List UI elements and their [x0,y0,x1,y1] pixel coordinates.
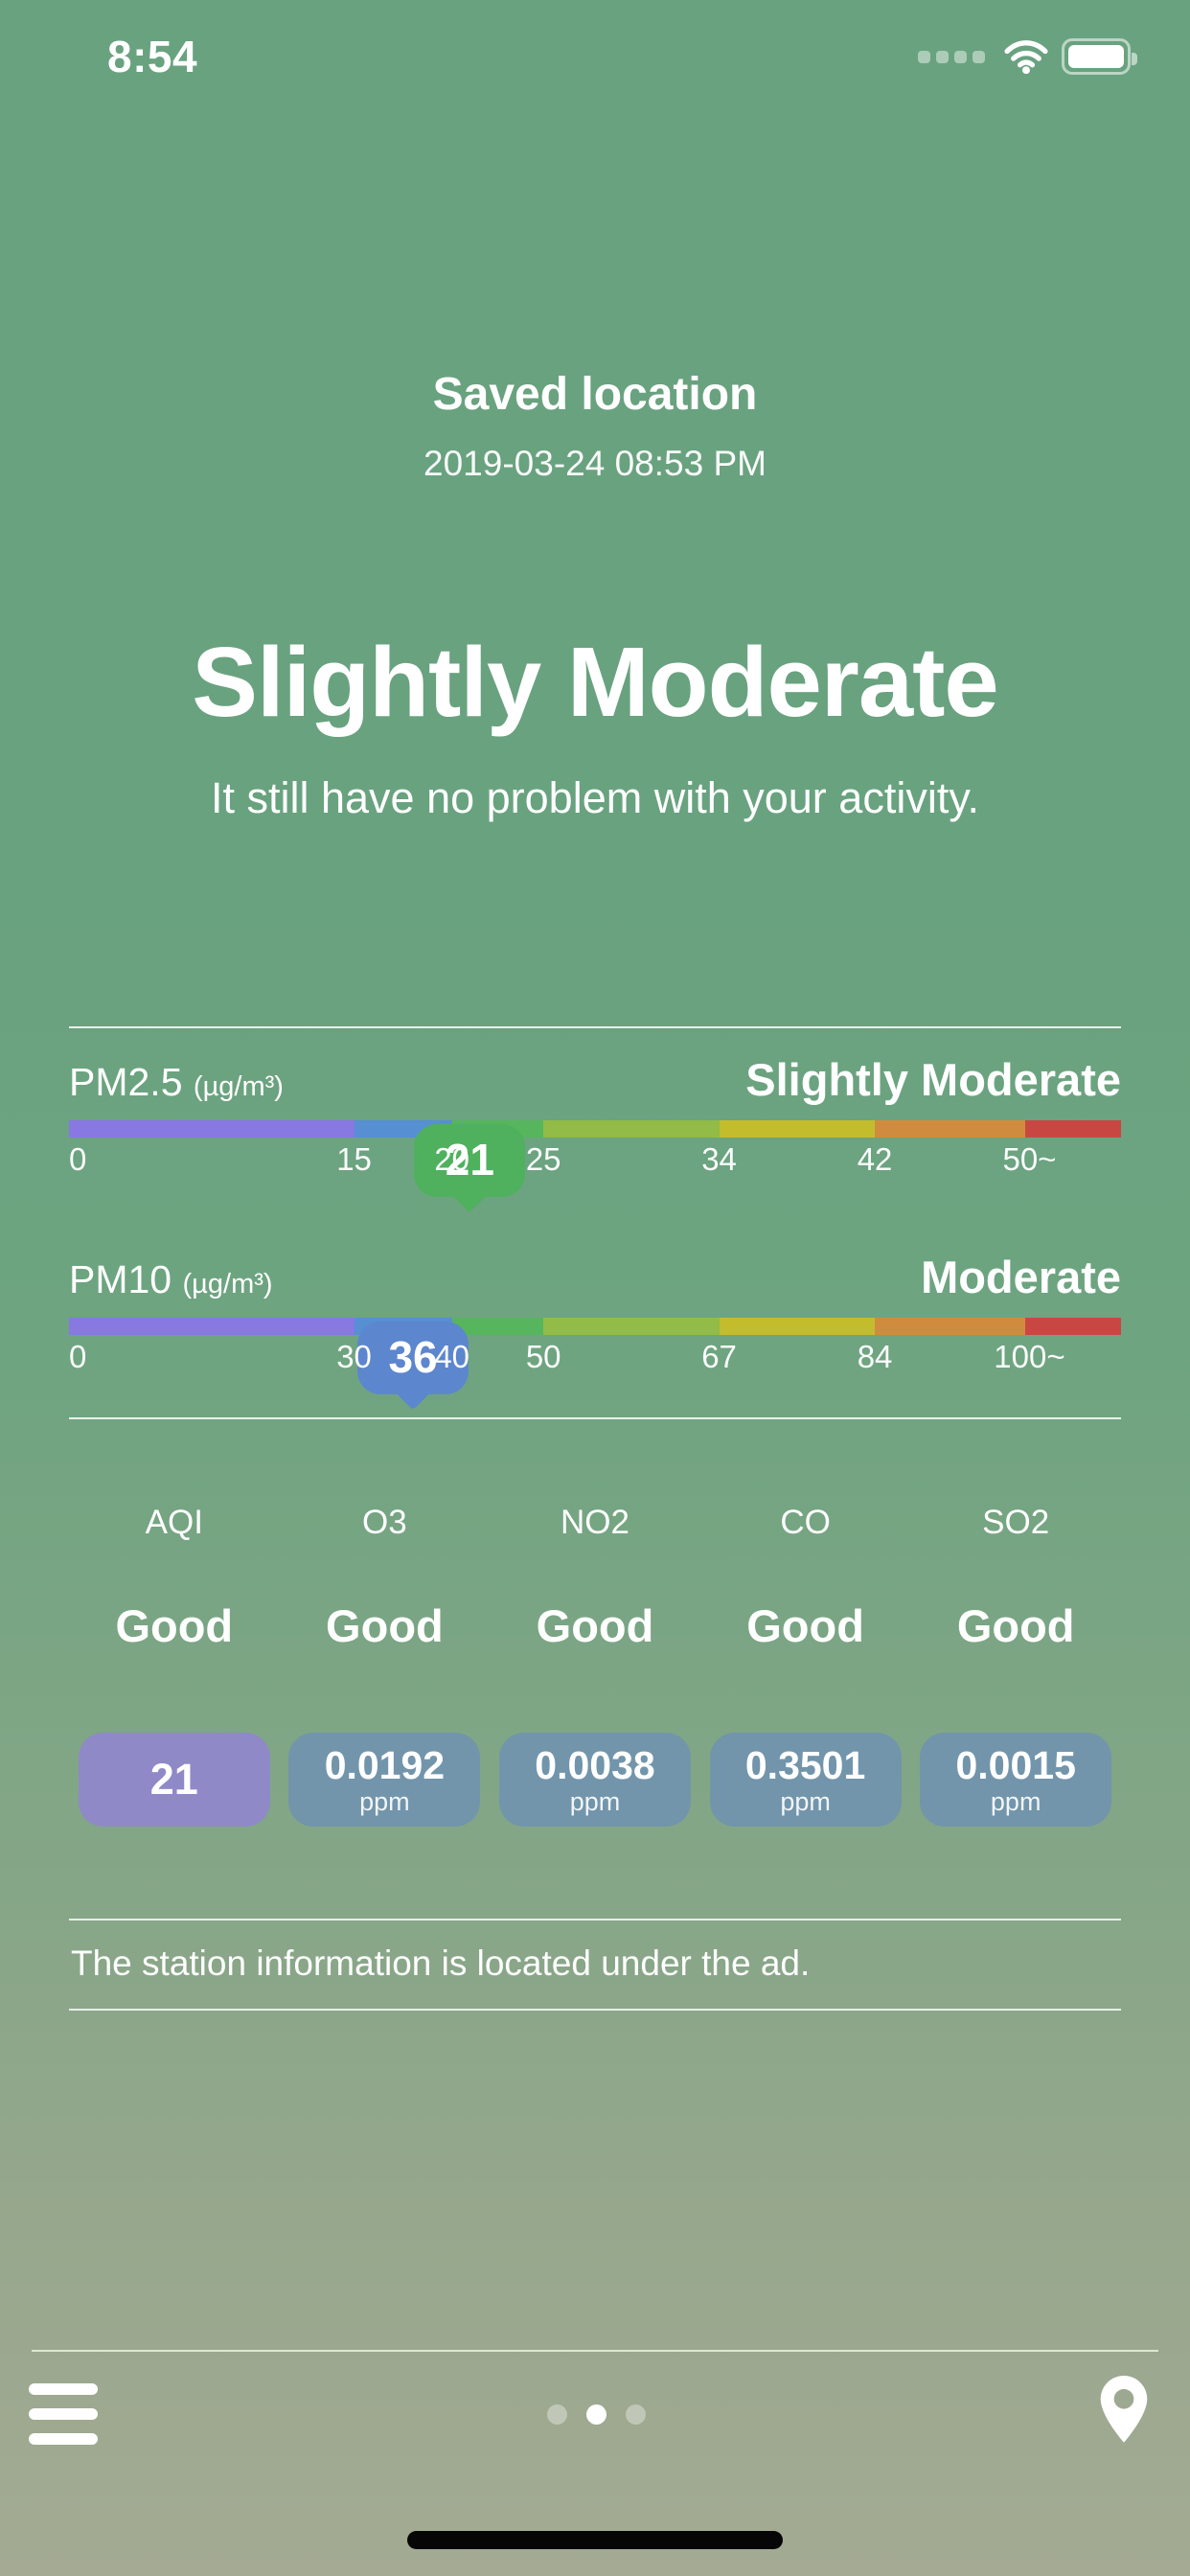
pm25-track-area: 21 0 15 20 25 34 42 50~ [69,1120,1121,1213]
pm10-gauge: PM10 (µg/m³) Moderate 36 0 30 40 50 67 84 100~ [69,1251,1121,1411]
scale-tick-label: 50 [525,1339,561,1374]
scale-tick-label: 15 [336,1141,372,1177]
pollutant-status: Good [956,1600,1075,1651]
pm25-value-badge: 21 [414,1124,526,1213]
scale-tick-label: 0 [69,1141,87,1177]
quality-advice-text: It still have no problem with your activ… [211,773,979,822]
scale-segment [543,1120,720,1138]
pollutant-status: Good [536,1600,654,1651]
last-updated-timestamp: 2019-03-24 08:53 PM [423,444,767,483]
aqi-value-pill: 21 [78,1733,270,1827]
quality-level-heading: Slightly Moderate [192,627,998,737]
scale-tick-label: 30 [336,1339,372,1374]
pm10-label: PM10 (µg/m³) [69,1257,273,1301]
pollutant-name: AQI [145,1504,203,1541]
scale-tick-label: 67 [701,1339,737,1374]
menu-button[interactable] [29,2383,98,2445]
pm25-status: Slightly Moderate [745,1054,1121,1105]
pm10-gauge-header: PM10 (µg/m³) Moderate [69,1251,1121,1302]
pollutant-column-co: CO Good 0.3501 ppm [700,1504,911,1827]
scale-segment [1025,1318,1121,1335]
status-icons [918,38,1140,75]
scale-segment [69,1120,355,1138]
scale-tick-label: 40 [434,1339,470,1374]
bottom-separator [32,2350,1158,2352]
pm25-label: PM2.5 (µg/m³) [69,1060,284,1104]
pm25-gauge: PM2.5 (µg/m³) Slightly Moderate 21 0 15 20… [69,1053,1121,1213]
pollutant-column-o3: O3 Good 0.0192 ppm [280,1504,491,1827]
battery-icon [1062,38,1137,75]
co-value-pill: 0.3501 ppm [709,1733,902,1827]
location-header: Saved location 2019-03-24 08:53 PM [0,368,1190,484]
pm10-color-scale [69,1318,1121,1335]
pollutant-column-so2: SO2 Good 0.0015 ppm [910,1504,1121,1827]
scale-segment [875,1318,1026,1335]
status-bar: 8:54 [0,0,1190,88]
scale-segment [875,1120,1026,1138]
scale-tick-label: 25 [525,1141,561,1177]
page-indicator[interactable] [546,2404,646,2425]
no2-value-pill: 0.0038 ppm [498,1733,691,1827]
pm10-value-badge: 36 [357,1322,469,1411]
pm25-gauge-header: PM2.5 (µg/m³) Slightly Moderate [69,1053,1121,1105]
pm25-color-scale [69,1120,1121,1138]
pollutant-name: NO2 [561,1504,629,1541]
pollutant-grid: AQI Good 21 O3 Good 0.0192 ppm NO2 Good … [69,1504,1121,1827]
location-pin-button[interactable] [1094,2374,1154,2454]
pm10-unit: (µg/m³) [182,1269,273,1300]
pm10-status: Moderate [921,1252,1121,1302]
scale-tick-label: 50~ [1002,1141,1057,1177]
page-dot[interactable] [546,2404,567,2425]
details-panel: PM2.5 (µg/m³) Slightly Moderate 21 0 15 20… [69,1026,1121,2011]
pm10-track-area: 36 0 30 40 50 67 84 100~ [69,1318,1121,1411]
pollutant-name: SO2 [982,1504,1050,1541]
pollutant-status: Good [326,1600,444,1651]
scale-tick-label: 100~ [994,1339,1065,1374]
wifi-icon [1004,40,1048,74]
scale-tick-label: 20 [434,1141,470,1177]
page-dot[interactable] [625,2404,646,2425]
divider [69,1026,1121,1028]
cellular-signal-icon [918,50,985,63]
page-dot-active[interactable] [585,2404,606,2425]
pollutant-status: Good [746,1600,864,1651]
divider [69,1417,1121,1419]
home-indicator[interactable] [407,2531,783,2549]
pm25-unit: (µg/m³) [193,1071,284,1102]
scale-segment [543,1318,720,1335]
scale-tick-label: 0 [69,1339,87,1374]
pm10-scale-ticks: 0 30 40 50 67 84 100~ [69,1339,1121,1379]
scale-tick-label: 42 [857,1141,893,1177]
air-quality-summary: Slightly Moderate It still have no probl… [0,626,1190,823]
so2-value-pill: 0.0015 ppm [920,1733,1112,1827]
scale-tick-label: 84 [857,1339,893,1374]
scale-segment [719,1120,876,1138]
scale-segment [1025,1120,1121,1138]
o3-value-pill: 0.0192 ppm [288,1733,481,1827]
bottom-bar [0,2350,1190,2457]
scale-segment [451,1318,544,1335]
pm25-scale-ticks: 0 15 20 25 34 42 50~ [69,1141,1121,1182]
pollutant-name: O3 [362,1504,407,1541]
clock: 8:54 [107,32,198,81]
pollutant-column-no2: NO2 Good 0.0038 ppm [490,1504,700,1827]
pollutant-column-aqi: AQI Good 21 [69,1504,280,1827]
page-title: Saved location [432,369,758,420]
scale-segment [69,1318,355,1335]
pollutant-status: Good [115,1600,234,1651]
pollutant-name: CO [780,1504,831,1541]
scale-segment [719,1318,876,1335]
scale-tick-label: 34 [701,1141,737,1177]
station-info-notice: The station information is located under… [69,1919,1121,2011]
